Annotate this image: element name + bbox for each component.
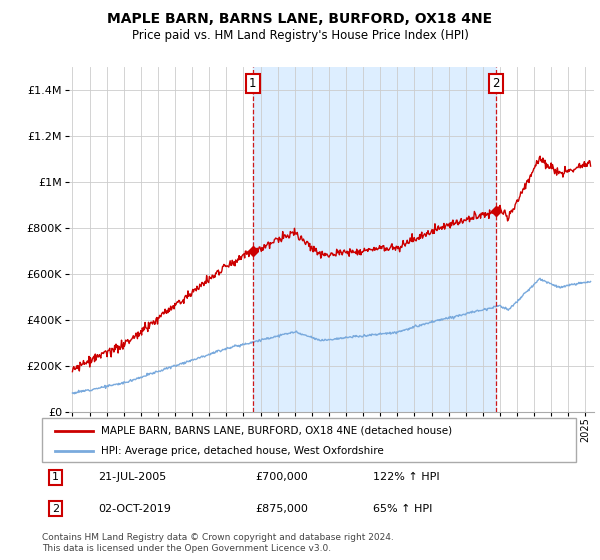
Bar	[253, 67, 496, 412]
Text: 21-JUL-2005: 21-JUL-2005	[98, 472, 166, 482]
Text: MAPLE BARN, BARNS LANE, BURFORD, OX18 4NE (detached house): MAPLE BARN, BARNS LANE, BURFORD, OX18 4N…	[101, 426, 452, 436]
Text: 2: 2	[492, 77, 500, 90]
Text: Price paid vs. HM Land Registry's House Price Index (HPI): Price paid vs. HM Land Registry's House …	[131, 29, 469, 42]
Text: Contains HM Land Registry data © Crown copyright and database right 2024.
This d: Contains HM Land Registry data © Crown c…	[42, 533, 394, 553]
Text: 1: 1	[249, 77, 257, 90]
Text: 02-OCT-2019: 02-OCT-2019	[98, 503, 171, 514]
Text: MAPLE BARN, BARNS LANE, BURFORD, OX18 4NE: MAPLE BARN, BARNS LANE, BURFORD, OX18 4N…	[107, 12, 493, 26]
Text: 65% ↑ HPI: 65% ↑ HPI	[373, 503, 433, 514]
Text: £875,000: £875,000	[256, 503, 308, 514]
Text: 122% ↑ HPI: 122% ↑ HPI	[373, 472, 440, 482]
Text: 1: 1	[52, 472, 59, 482]
Text: HPI: Average price, detached house, West Oxfordshire: HPI: Average price, detached house, West…	[101, 446, 383, 456]
Text: £700,000: £700,000	[256, 472, 308, 482]
FancyBboxPatch shape	[42, 418, 576, 462]
Text: 2: 2	[52, 503, 59, 514]
